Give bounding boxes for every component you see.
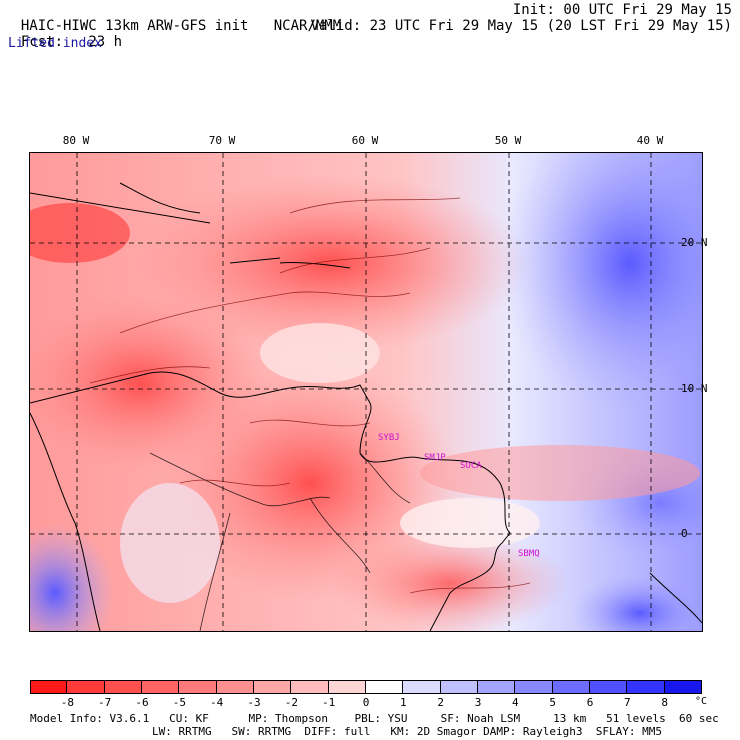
colorbar-tick-label: 2	[437, 696, 444, 709]
model-info-line2: LW: RRTMG SW: RRTMG DIFF: full KM: 2D Sm…	[152, 725, 662, 738]
colorbar-swatch	[440, 680, 478, 694]
colorbar-swatch	[552, 680, 590, 694]
colorbar-tick-label: 6	[586, 696, 594, 709]
contour-lines	[89, 197, 531, 594]
lon-label-60w: 60 W	[351, 134, 379, 147]
colorbar-swatch	[366, 680, 404, 694]
forecast-hour: Fcst: 23 h	[20, 34, 123, 50]
colorbar-tick-label: 8	[661, 696, 668, 709]
latlon-grid	[30, 153, 702, 631]
map-canvas	[30, 153, 702, 631]
model-info-line1: Model Info: V3.6.1 CU: KF MP: Thompson P…	[30, 712, 719, 725]
colorbar-unit: °C	[695, 696, 708, 707]
colorbar-swatch	[67, 680, 105, 694]
colorbar-swatch	[104, 680, 142, 694]
colorbar-tick-label: 4	[512, 696, 519, 709]
colorbar-swatch	[515, 680, 553, 694]
station-label-smjp: SMJP	[424, 453, 446, 463]
lon-label-80w: 80 W	[62, 134, 90, 147]
field-name: Lifted index	[8, 36, 102, 51]
country-borders	[149, 452, 411, 631]
colorbar-tick-label: -3	[247, 696, 261, 709]
colorbar-tick-label: 0	[362, 696, 370, 709]
colorbar-tick-label: -1	[322, 696, 336, 709]
lifted-index-map: SYBJ SMJP SOCA SBMQ	[29, 152, 703, 632]
colorbar-swatch	[142, 680, 180, 694]
stable-region-north-atlantic	[500, 153, 702, 413]
colorbar-tick-label: 7	[624, 696, 631, 709]
station-label-soca: SOCA	[460, 461, 482, 471]
model-title: HAIC-HIWC 13km ARW-GFS init NCAR/MMM	[20, 18, 342, 34]
colorbar-swatch	[328, 680, 366, 694]
colorbar-tick-label: 5	[549, 696, 556, 709]
colorbar-tick-label: -6	[135, 696, 149, 709]
colorbar-tick-label: -7	[98, 696, 112, 709]
colorbar-swatch	[403, 680, 441, 694]
valid-time: Valid: 23 UTC Fri 29 May 15 (20 LST Fri …	[310, 18, 732, 34]
lon-label-40w: 40 W	[636, 134, 664, 147]
station-label-sbmq: SBMQ	[518, 549, 540, 559]
colorbar-swatch	[478, 680, 516, 694]
colorbar-tick-label: -5	[172, 696, 186, 709]
colorbar-swatch	[179, 680, 217, 694]
colorbar-tick-label: 1	[400, 696, 407, 709]
colorbar-swatch	[291, 680, 329, 694]
colorbar-swatch	[30, 680, 68, 694]
colorbar-tick-label: -2	[284, 696, 298, 709]
colorbar-swatch	[216, 680, 254, 694]
init-time: Init: 00 UTC Fri 29 May 15	[512, 2, 732, 18]
colorbar-swatch	[627, 680, 665, 694]
unstable-region-caribbean	[130, 173, 530, 353]
colorbar-tick-label: -8	[60, 696, 74, 709]
lat-label-20n: 20 N	[681, 236, 708, 249]
lon-label-70w: 70 W	[208, 134, 236, 147]
colorbar-tick-label: -4	[210, 696, 224, 709]
colorbar-swatch	[664, 680, 702, 694]
lat-label-10n: 10 N	[681, 382, 708, 395]
colorbar-swatch	[590, 680, 628, 694]
coastline	[30, 182, 511, 631]
colorbar-swatch	[254, 680, 292, 694]
colorbar-tick-label: 3	[474, 696, 482, 709]
station-label-sybj: SYBJ	[378, 433, 400, 443]
lat-label-equator: 0	[681, 527, 688, 540]
lon-label-50w: 50 W	[494, 134, 522, 147]
